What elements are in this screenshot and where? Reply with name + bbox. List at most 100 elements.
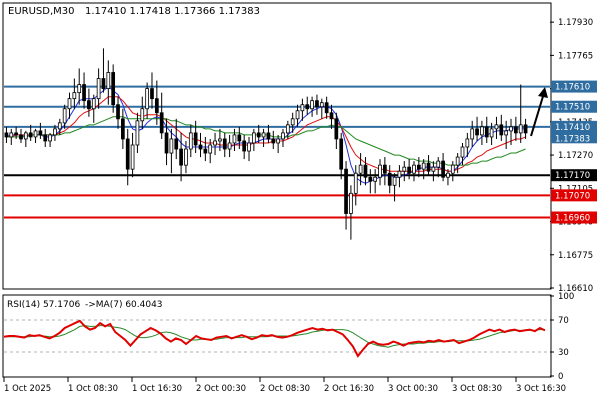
candle-body	[203, 148, 208, 154]
candle-body	[450, 164, 455, 174]
candle-body	[494, 124, 499, 130]
candle-body	[441, 160, 445, 178]
candle-body	[315, 100, 319, 108]
candle-body	[140, 108, 145, 122]
candle-body	[232, 134, 237, 144]
candle-body	[77, 84, 82, 94]
candle-body	[23, 132, 28, 140]
main-pane-frame	[2, 2, 552, 290]
grid	[4, 319, 550, 353]
forecast-arrow-head	[538, 87, 548, 98]
candle-body	[67, 98, 72, 110]
candle-body	[252, 132, 256, 144]
rsi-tick-label: 100	[558, 292, 574, 302]
candle-body	[266, 132, 271, 140]
candle-body	[121, 118, 125, 140]
candle-body	[62, 108, 67, 124]
candle-body	[421, 162, 426, 170]
candle-body	[193, 132, 198, 146]
candle-body	[184, 148, 188, 166]
candle-body	[53, 128, 57, 136]
current-price-box	[551, 132, 597, 144]
candle-body	[363, 164, 368, 178]
candle-body	[159, 112, 164, 134]
candle-body	[111, 72, 116, 106]
candle-body	[344, 168, 348, 214]
candle-body	[509, 126, 513, 132]
candle-body	[489, 128, 494, 138]
candle-body	[106, 72, 111, 89]
level-label-text: 1.17610	[555, 83, 590, 93]
candle-body	[373, 176, 378, 182]
candle-body	[125, 138, 130, 170]
level-label-box	[551, 211, 597, 224]
candle-body	[499, 124, 504, 136]
rsi-axis: 100 70 30 0	[550, 292, 574, 382]
candle-body	[319, 102, 324, 108]
candle-body	[480, 126, 484, 136]
time-tick-label: 1 Oct 08:30	[68, 384, 118, 394]
price-tick-label: 1.16775	[558, 251, 593, 261]
time-tick-label: 1 Oct 16:30	[132, 384, 182, 394]
forecast-arrow-line	[530, 92, 545, 137]
candle-body	[169, 138, 174, 154]
candle-body	[130, 144, 135, 170]
current-price-text: 1.17383	[555, 134, 590, 144]
time-tick-label: 1 Oct 2025	[4, 384, 51, 394]
candle-body	[368, 176, 373, 182]
candle-body	[334, 118, 339, 140]
level-label-text: 1.16960	[555, 214, 590, 224]
candle-body	[470, 128, 475, 140]
candle-body	[431, 166, 436, 172]
candle-body	[242, 140, 247, 152]
candle-body	[87, 100, 91, 110]
price-tick-label: 1.17765	[558, 51, 593, 61]
candle-body	[455, 156, 460, 166]
level-labels: 1.17610 1.17510 1.17410 1.17170 1.17070 1.169…	[551, 80, 597, 224]
candle-body	[145, 88, 149, 110]
price-tick-label: 1.17270	[558, 151, 593, 161]
level-label-text: 1.17410	[555, 123, 590, 133]
time-tick-label: 2 Oct 00:30	[196, 384, 246, 394]
candle-body	[72, 92, 77, 100]
candle-body	[154, 98, 159, 114]
candle-body	[324, 102, 329, 114]
candle-body	[387, 172, 392, 186]
rsi-series-line	[3, 319, 546, 358]
candle-body	[514, 126, 518, 134]
time-tick-label: 2 Oct 16:30	[324, 384, 374, 394]
candle-body	[9, 132, 14, 138]
candle-body	[82, 84, 86, 102]
candle-body	[465, 138, 470, 148]
candle-body	[38, 130, 43, 136]
rsi-ma-value-label: ->MA(7) 60.4043	[85, 300, 163, 310]
candle-body	[91, 98, 96, 110]
candle-body	[310, 100, 314, 110]
time-tick-label: 3 Oct 00:30	[388, 384, 438, 394]
candle-body	[222, 138, 227, 150]
candle-body	[358, 164, 363, 174]
candle-body	[101, 78, 106, 89]
candle-body	[57, 122, 62, 130]
candle-body	[339, 138, 344, 170]
level-label-box	[551, 80, 597, 93]
candle-body	[150, 88, 154, 100]
candle-body	[285, 124, 290, 134]
level-label-text: 1.17070	[555, 191, 590, 201]
candle-body	[407, 166, 411, 174]
candle-body	[383, 164, 387, 174]
ohlc-values: 1.17410 1.17418 1.17366 1.17383	[85, 6, 260, 17]
candle-body	[426, 162, 431, 172]
price-tick-label: 1.16610	[558, 284, 593, 294]
candle-body	[475, 128, 479, 136]
candle-body	[237, 134, 242, 142]
time-tick-label: 2 Oct 08:30	[260, 384, 310, 394]
rsi-tick-label: 30	[558, 348, 569, 358]
candle-body	[416, 164, 421, 170]
time-tick-label: 3 Oct 16:30	[516, 384, 566, 394]
candle-body	[290, 118, 295, 126]
candle-body	[295, 110, 300, 120]
candle-body	[256, 132, 261, 138]
